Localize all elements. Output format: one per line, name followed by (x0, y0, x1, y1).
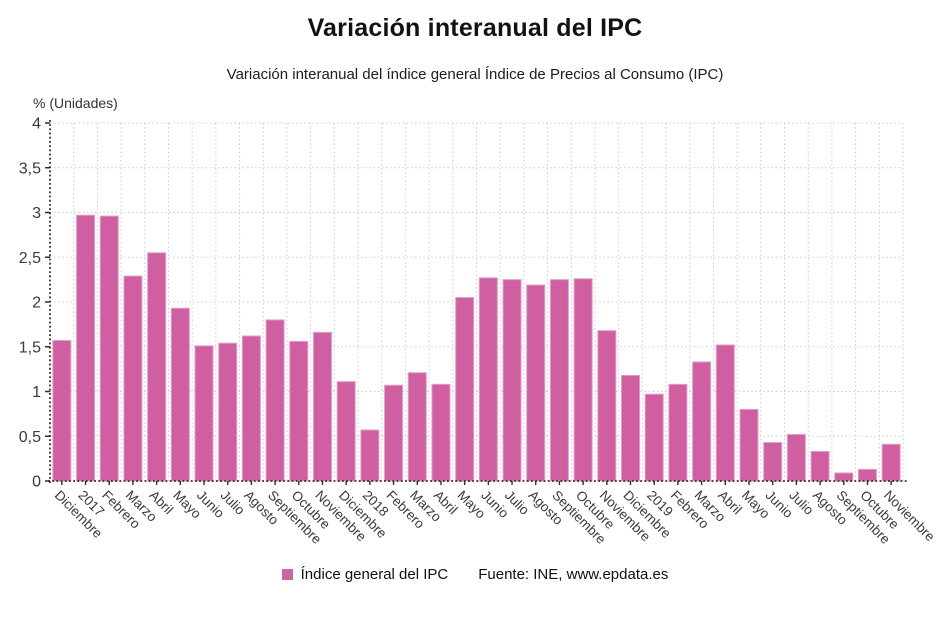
bar-mayo-17 (455, 297, 475, 482)
bar-2018-13 (360, 429, 380, 482)
bar-mayo-5 (170, 307, 190, 482)
y-tick-label: 3,5 (19, 160, 41, 177)
bar-julio-7 (218, 342, 238, 482)
bar-2019-25 (644, 393, 664, 482)
legend-series-label: Índice general del IPC (300, 565, 449, 583)
bar-noviembre-23 (597, 330, 617, 482)
y-tick-label: 3 (32, 205, 41, 222)
y-tick-label: 2 (32, 295, 41, 312)
y-axis-unit-label: % (Unidades) (33, 95, 118, 111)
chart-title: Variación interanual del IPC (307, 14, 643, 42)
bar-noviembre-11 (312, 331, 332, 482)
y-tick-label: 1,5 (19, 339, 41, 356)
bar-diciembre-12 (336, 381, 356, 482)
bar-agosto-32 (810, 450, 830, 482)
bar-marzo-15 (407, 372, 427, 482)
bar-abril-28 (715, 344, 735, 482)
bar-marzo-3 (123, 275, 143, 482)
bar-febrero-26 (668, 383, 688, 482)
chart-subtitle: Variación interanual del índice general … (226, 66, 724, 83)
bar-febrero-14 (384, 384, 404, 482)
bar-junio-6 (194, 345, 214, 482)
bar-octubre-22 (573, 278, 593, 482)
y-axis-ticks: 0 0,5 1 1,5 2 2,5 3 3,5 4 (19, 116, 50, 491)
bar-junio-30 (763, 442, 783, 482)
bar-marzo-27 (692, 361, 712, 482)
chart-legend: Índice general del IPC Fuente: INE, www.… (0, 563, 950, 585)
bar-junio-18 (478, 277, 498, 482)
bar-septiembre-21 (549, 279, 569, 482)
bar-abril-4 (147, 252, 167, 482)
bar-octubre-10 (289, 340, 309, 482)
bar-julio-19 (502, 279, 522, 482)
y-tick-label: 4 (32, 116, 41, 133)
bar-agosto-20 (526, 284, 546, 482)
legend-swatch-icon (281, 568, 293, 580)
bar-diciembre-0 (52, 339, 72, 482)
legend-item-ipc[interactable]: Índice general del IPC (281, 565, 449, 583)
bar-mayo-29 (739, 408, 759, 482)
y-tick-label: 0 (32, 474, 41, 491)
x-axis-ticks: Diciembre2017FebreroMarzoAbrilMayoJunioJ… (52, 481, 938, 547)
gridlines (50, 122, 904, 481)
y-tick-label: 1 (32, 384, 41, 401)
y-tick-label: 0,5 (19, 429, 41, 446)
bar-octubre-34 (857, 468, 877, 482)
bar-noviembre-35 (881, 443, 901, 482)
y-tick-label: 2,5 (19, 250, 41, 267)
bar-2017-1 (76, 214, 96, 482)
bar-agosto-8 (241, 335, 261, 482)
bar-septiembre-9 (265, 319, 285, 482)
bar-diciembre-24 (621, 374, 641, 482)
bar-abril-16 (431, 383, 451, 482)
bar-septiembre-33 (834, 472, 854, 482)
source-text: Fuente: INE, www.epdata.es (478, 565, 669, 583)
bars (52, 214, 901, 482)
bar-julio-31 (786, 433, 806, 482)
bar-febrero-2 (99, 215, 119, 482)
